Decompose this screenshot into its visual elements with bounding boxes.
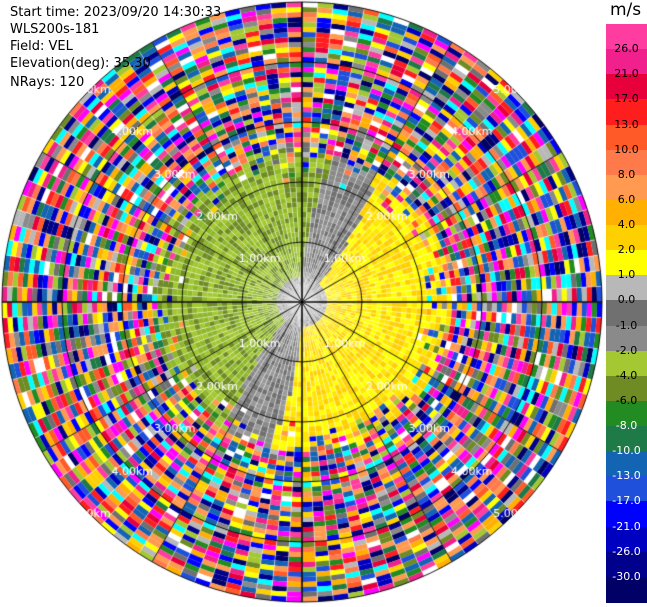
colorbar-tick-label: -17.0 xyxy=(612,494,641,508)
colorbar-tick-label: 21.0 xyxy=(614,67,639,81)
start-time-label: Start time: 2023/09/20 14:30:33 xyxy=(10,5,222,20)
colorbar-tick-label: 10.0 xyxy=(614,142,639,156)
colorbar-tick-label: 13.0 xyxy=(614,117,639,131)
colorbar-tick-label: -10.0 xyxy=(612,444,641,458)
colorbar-segment xyxy=(606,551,647,578)
instrument-label: WLS200s-181 xyxy=(10,22,100,37)
elevation-label: Elevation(deg): 35.30 xyxy=(10,56,151,71)
colorbar-segment xyxy=(606,300,647,327)
colorbar-segment xyxy=(606,526,647,553)
colorbar-tick-label: -13.0 xyxy=(612,469,641,483)
colorbar-tick-label: 17.0 xyxy=(614,92,639,106)
colorbar-segment xyxy=(606,124,647,151)
colorbar-unit: m/s xyxy=(610,0,642,20)
colorbar-segment xyxy=(606,400,647,427)
field-label: Field: VEL xyxy=(10,39,73,54)
nrays-label: NRays: 120 xyxy=(10,75,85,90)
colorbar-tick-label: -26.0 xyxy=(612,544,641,558)
colorbar-tick-label: -21.0 xyxy=(612,519,641,533)
colorbar-segment xyxy=(606,350,647,377)
colorbar-tick-label: -30.0 xyxy=(612,569,641,583)
colorbar-segment xyxy=(606,375,647,402)
colorbar-tick-label: -8.0 xyxy=(615,419,638,433)
colorbar-tick-label: 26.0 xyxy=(614,42,639,56)
colorbar-segment xyxy=(606,199,647,226)
colorbar-tick-label: 4.0 xyxy=(617,218,636,232)
colorbar-segment xyxy=(606,174,647,201)
colorbar-tick-label: -1.0 xyxy=(615,318,638,332)
colorbar-tick-label: 6.0 xyxy=(617,192,636,206)
colorbar-segment xyxy=(606,476,647,503)
colorbar-tick-label: 2.0 xyxy=(617,243,636,257)
colorbar-segment xyxy=(606,576,647,603)
colorbar-segment xyxy=(606,250,647,277)
colorbar-tick-label: -6.0 xyxy=(615,393,638,407)
colorbar-segment xyxy=(606,24,647,50)
colorbar-segment xyxy=(606,501,647,528)
scan-info: Start time: 2023/09/20 14:30:33 WLS200s-… xyxy=(10,4,221,91)
colorbar-tick-label: -2.0 xyxy=(615,343,638,357)
colorbar-segment xyxy=(606,99,647,126)
colorbar-segment xyxy=(606,426,647,453)
colorbar-tick-label: 1.0 xyxy=(617,268,636,282)
colorbar-segment xyxy=(606,325,647,352)
colorbar-segment xyxy=(606,74,647,101)
colorbar-segment xyxy=(606,49,647,76)
colorbar-segment xyxy=(606,225,647,252)
colorbar-segment xyxy=(606,451,647,478)
colorbar-segment xyxy=(606,149,647,176)
colorbar-tick-label: 0.0 xyxy=(617,293,636,307)
colorbar-tick-label: -4.0 xyxy=(615,368,638,382)
colorbar-tick-label: 8.0 xyxy=(617,167,636,181)
colorbar-segment xyxy=(606,275,647,302)
colorbar: 26.0 21.0 17.0 13.0 10.0 8.0 6.0 4.0 2.0 1.0 0.0 -1… xyxy=(606,24,647,603)
